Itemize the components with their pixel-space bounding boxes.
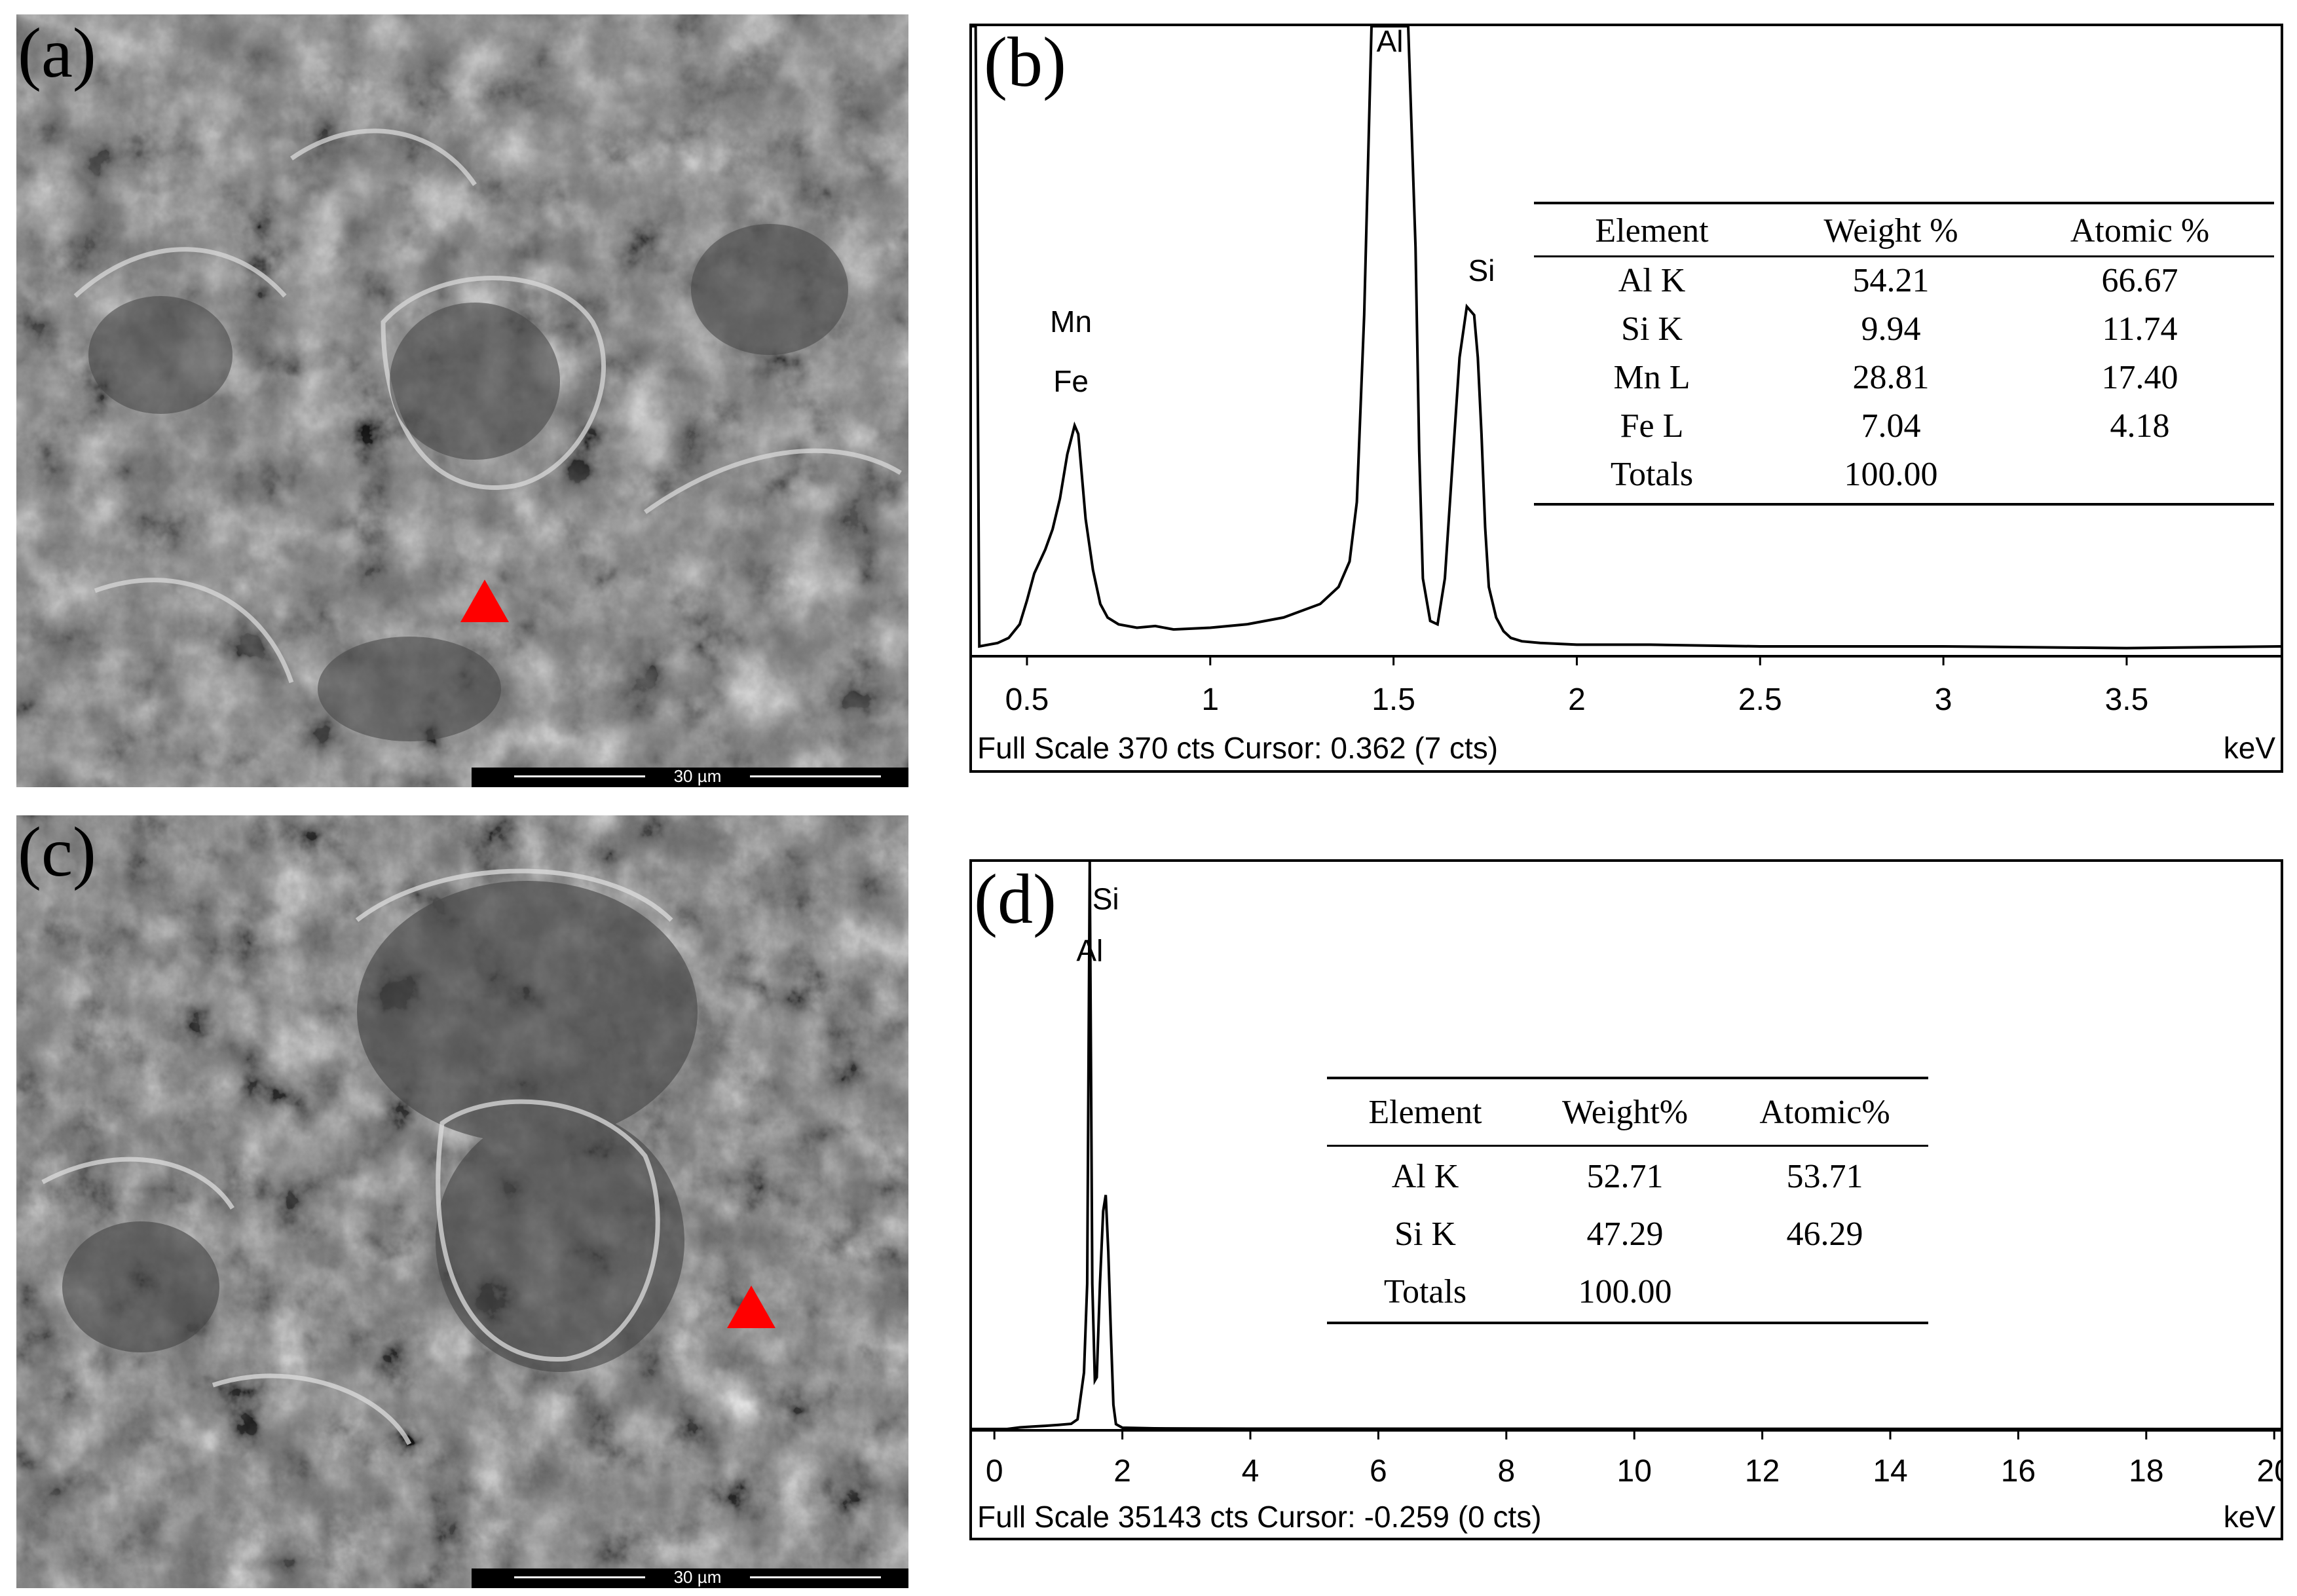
composition-table-d: Element Weight% Atomic% Al K 52.71 53.71… bbox=[1327, 1077, 1928, 1326]
cell-b-3-2: 4.18 bbox=[2110, 407, 2170, 445]
cell-b-1-0: Si K bbox=[1621, 310, 1683, 348]
table-rule-mid-d bbox=[1327, 1145, 1928, 1147]
spectrum-trace bbox=[972, 26, 2281, 650]
x-tick-label: 6 bbox=[1370, 1454, 1387, 1489]
header-atomic-d: Atomic% bbox=[1759, 1094, 1890, 1131]
table-row-b: Si K 9.94 11.74 bbox=[1534, 305, 2274, 354]
table-row-b: Al K 54.21 66.67 bbox=[1534, 257, 2274, 305]
header-weight-d: Weight% bbox=[1561, 1094, 1689, 1131]
x-tick-label: 0.5 bbox=[1005, 682, 1049, 717]
cell-d-0-0: Al K bbox=[1391, 1158, 1459, 1195]
x-tick-label: 8 bbox=[1497, 1454, 1515, 1489]
header-element-d: Element bbox=[1368, 1094, 1482, 1131]
table-rule-mid-b bbox=[1534, 255, 2274, 257]
eds-plot-b: 0.5 1 1.5 2 2.5 3 3.5 Mn Fe Al Si Full Scale 370 ct… bbox=[972, 26, 2281, 765]
cell-b-1-1: 9.94 bbox=[1861, 310, 1921, 348]
x-tick-label: 20 bbox=[2257, 1454, 2281, 1489]
cell-d-0-1: 52.71 bbox=[1586, 1158, 1664, 1195]
table-row-d: Si K 47.29 46.29 bbox=[1327, 1210, 1928, 1259]
spectrum-footer: Full Scale 370 cts Cursor: 0.362 (7 cts) bbox=[977, 731, 1498, 765]
eds-spectrum-d: 0 2 4 6 8 10 12 14 16 18 20 Si Al Full Scale 35143 ct… bbox=[969, 859, 2283, 1540]
cell-d-0-2: 53.71 bbox=[1786, 1158, 1863, 1195]
x-tick-label: 2.5 bbox=[1738, 682, 1782, 717]
x-tick-label: 18 bbox=[2129, 1454, 2163, 1489]
header-atomic-b: Atomic % bbox=[2070, 212, 2210, 250]
x-tick-label: 4 bbox=[1242, 1454, 1260, 1489]
cell-d-1-0: Si K bbox=[1394, 1216, 1456, 1253]
marker-triangle-a bbox=[460, 580, 509, 622]
cell-b-2-1: 28.81 bbox=[1852, 359, 1930, 396]
x-tick-label: 14 bbox=[1873, 1454, 1907, 1489]
table-header-d: Element Weight% Atomic% bbox=[1327, 1088, 1928, 1137]
eds-spectrum-b: 0.5 1 1.5 2 2.5 3 3.5 Mn Fe Al Si Full Scale 370 ct… bbox=[969, 24, 2283, 773]
peak-label-si: Si bbox=[1468, 253, 1495, 288]
x-tick-label: 12 bbox=[1745, 1454, 1780, 1489]
panel-label-c: (c) bbox=[18, 813, 96, 891]
x-tick-label: 3.5 bbox=[2105, 682, 2149, 717]
peak-label-al: Al bbox=[1076, 933, 1103, 967]
sem-texture-a bbox=[16, 14, 908, 787]
table-rule-bottom-d bbox=[1327, 1322, 1928, 1324]
x-tick-label: 1 bbox=[1201, 682, 1219, 717]
scale-bar-text-a: 30 µm bbox=[645, 768, 750, 785]
marker-triangle-c bbox=[727, 1286, 775, 1328]
x-tick-label: 16 bbox=[2001, 1454, 2036, 1489]
cell-b-3-0: Fe L bbox=[1620, 407, 1684, 445]
composition-table-b: Element Weight % Atomic % Al K 54.21 66.… bbox=[1534, 202, 2274, 516]
table-rule-bottom-b bbox=[1534, 503, 2274, 506]
header-element-b: Element bbox=[1595, 212, 1709, 250]
cell-b-4-0: Totals bbox=[1610, 456, 1694, 493]
cell-d-2-0: Totals bbox=[1383, 1273, 1467, 1310]
x-tick-label: 0 bbox=[986, 1454, 1003, 1489]
cell-d-1-1: 47.29 bbox=[1586, 1216, 1664, 1253]
sem-image-c: 30 µm bbox=[16, 815, 908, 1588]
panel-label-b: (b) bbox=[984, 24, 1066, 102]
x-tick-label: 3 bbox=[1935, 682, 1952, 717]
cell-d-2-1: 100.00 bbox=[1578, 1273, 1672, 1310]
table-row-b: Fe L 7.04 4.18 bbox=[1534, 402, 2274, 451]
sem-texture-c bbox=[16, 815, 908, 1588]
table-header-b: Element Weight % Atomic % bbox=[1534, 207, 2274, 255]
x-tick-label: 2 bbox=[1568, 682, 1586, 717]
peak-label-si: Si bbox=[1092, 882, 1119, 916]
cell-b-3-1: 7.04 bbox=[1861, 407, 1921, 445]
cell-d-1-2: 46.29 bbox=[1786, 1216, 1863, 1253]
spectrum-trace bbox=[972, 862, 2281, 1430]
spectrum-footer: Full Scale 35143 cts Cursor: -0.259 (0 c… bbox=[977, 1500, 1542, 1534]
table-rule-top-b bbox=[1534, 202, 2274, 204]
table-row-b: Mn L 28.81 17.40 bbox=[1534, 354, 2274, 402]
cell-b-2-2: 17.40 bbox=[2101, 359, 2178, 396]
x-tick-label: 2 bbox=[1113, 1454, 1131, 1489]
header-weight-b: Weight % bbox=[1823, 212, 1958, 250]
cell-b-2-0: Mn L bbox=[1613, 359, 1690, 396]
panel-label-d: (d) bbox=[974, 861, 1056, 938]
peak-label-al: Al bbox=[1377, 26, 1404, 58]
cell-b-0-1: 54.21 bbox=[1852, 262, 1930, 299]
table-rule-top-d bbox=[1327, 1077, 1928, 1079]
peak-label-fe: Fe bbox=[1053, 364, 1089, 398]
sem-image-a: 30 µm bbox=[16, 14, 908, 787]
cell-b-1-2: 11.74 bbox=[2102, 310, 2178, 348]
scale-bar-text-c: 30 µm bbox=[645, 1568, 750, 1586]
cell-b-0-0: Al K bbox=[1618, 262, 1686, 299]
cell-b-4-1: 100.00 bbox=[1844, 456, 1938, 493]
x-tick-label: 10 bbox=[1617, 1454, 1652, 1489]
x-axis-unit: keV bbox=[2224, 731, 2276, 765]
panel-label-a: (a) bbox=[18, 14, 96, 92]
table-row-d: Totals 100.00 bbox=[1327, 1268, 1928, 1316]
eds-plot-d: 0 2 4 6 8 10 12 14 16 18 20 Si Al Full Scale 35143 ct… bbox=[972, 862, 2281, 1534]
x-axis-unit: keV bbox=[2224, 1500, 2276, 1534]
table-row-b: Totals 100.00 bbox=[1534, 451, 2274, 499]
x-tick-label: 1.5 bbox=[1372, 682, 1415, 717]
peak-label-mn: Mn bbox=[1050, 305, 1092, 339]
table-row-d: Al K 52.71 53.71 bbox=[1327, 1153, 1928, 1201]
cell-b-0-2: 66.67 bbox=[2101, 262, 2178, 299]
